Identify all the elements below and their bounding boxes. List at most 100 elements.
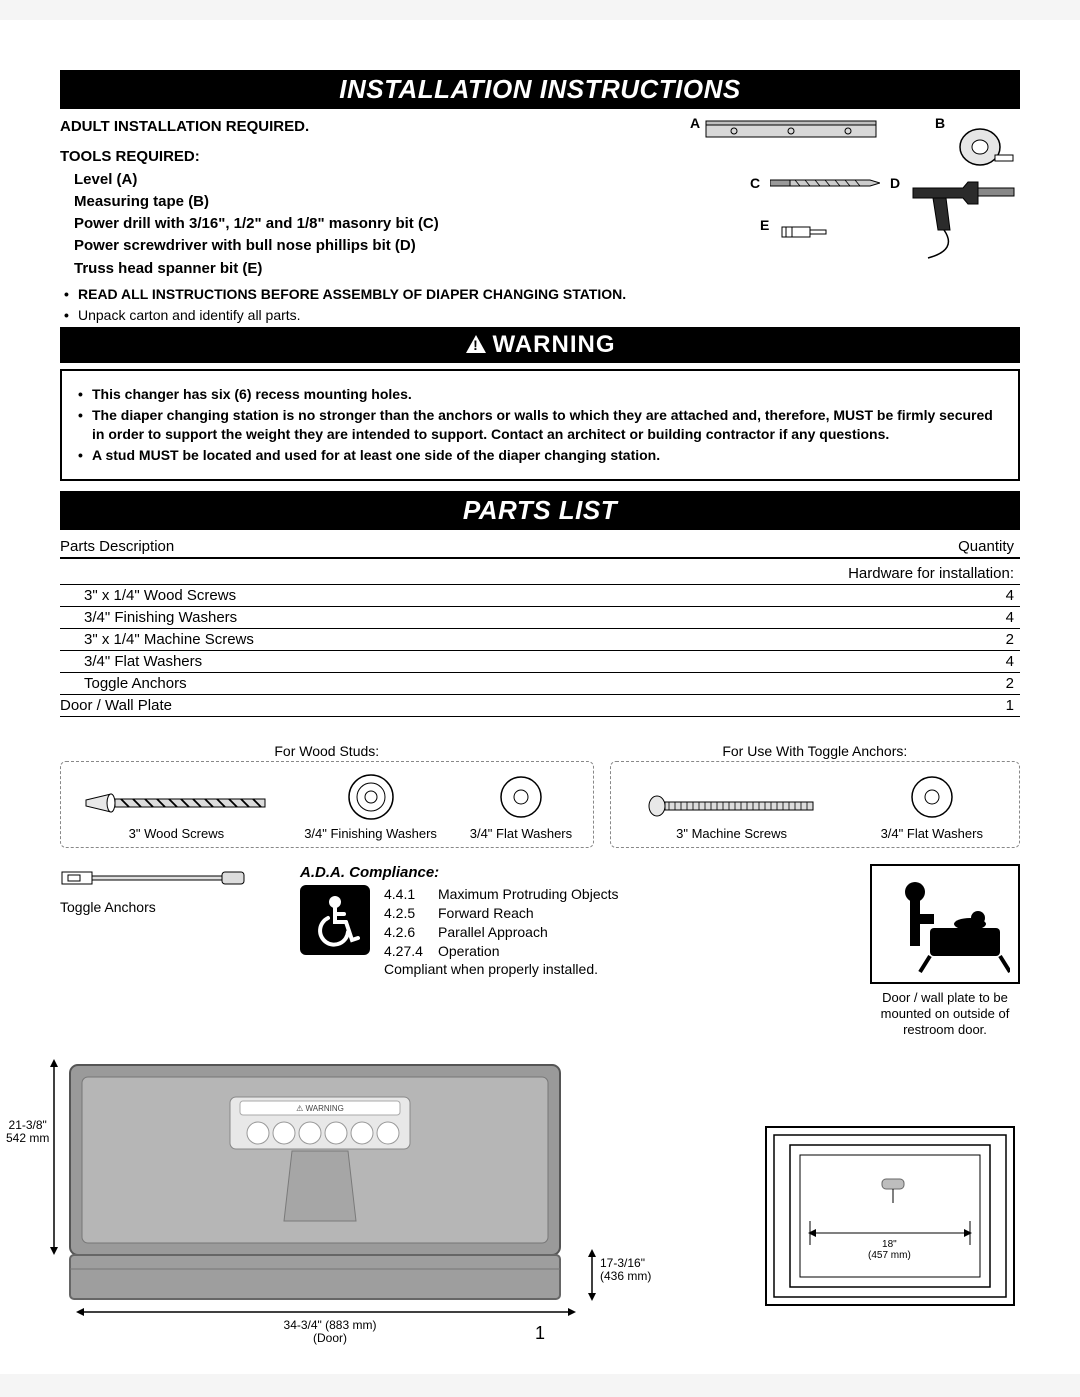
toggle-anchors-group: 3" Machine Screws 3/4" Flat Washers [610, 761, 1020, 848]
door-note: Door / wall plate to be mounted on outsi… [870, 990, 1020, 1039]
door-icon-box: Door / wall plate to be mounted on outsi… [870, 864, 1020, 1039]
changing-pictogram-frame [870, 864, 1020, 984]
part-desc: 3/4" Finishing Washers [60, 606, 788, 628]
ada-code-2: 4.2.5 [384, 904, 438, 923]
level-icon [704, 117, 884, 147]
hardware-header-row: Hardware for installation: [60, 558, 1020, 585]
pre-assembly-list: READ ALL INSTRUCTIONS BEFORE ASSEMBLY OF… [60, 285, 670, 324]
dim-arrow-width-icon [64, 1305, 584, 1319]
part-desc: 3/4" Flat Washers [60, 650, 788, 672]
col-quantity: Quantity [788, 536, 1020, 558]
wood-screw-icon [81, 786, 271, 822]
tool-a: Level (A) [60, 170, 670, 190]
flat-washer-label: 3/4" Flat Washers [470, 826, 572, 841]
wall-plate-illustration [760, 1121, 1020, 1311]
dim-height: 21-3/8" 542 mm [6, 1119, 49, 1145]
wood-studs-title: For Wood Studs: [60, 743, 594, 759]
warning-list: This changer has six (6) recess mounting… [74, 385, 1006, 464]
tool-b: Measuring tape (B) [60, 192, 670, 212]
tool-illustrations: A B C D [690, 115, 1020, 295]
tool-label-b: B [935, 115, 945, 131]
flat-washer-item: 3/4" Flat Washers [470, 772, 572, 841]
dim-arrow-depth-icon [584, 1247, 600, 1303]
part-qty: 2 [788, 672, 1020, 694]
part-qty: 4 [788, 584, 1020, 606]
page-number: 1 [60, 1323, 1020, 1344]
part-desc: Door / Wall Plate [60, 694, 788, 716]
tool-label-e: E [760, 217, 769, 233]
tool-label-d: D [890, 175, 900, 191]
middle-row: Toggle Anchors A.D.A. Compliance: [60, 864, 1020, 1039]
part-qty: 1 [788, 694, 1020, 716]
installation-banner: INSTALLATION INSTRUCTIONS [60, 70, 1020, 109]
toggle-anchors-title: For Use With Toggle Anchors: [610, 743, 1020, 759]
part-qty: 4 [788, 606, 1020, 628]
tool-c: Power drill with 3/16", 1/2" and 1/8" ma… [60, 214, 670, 234]
table-header: Parts Description Quantity [60, 536, 1020, 558]
table-row: Toggle Anchors2 [60, 672, 1020, 694]
wood-screw-item: 3" Wood Screws [81, 786, 271, 841]
wheelchair-icon [300, 885, 370, 955]
ada-text: 4.4.1Maximum Protruding Objects 4.2.5For… [384, 885, 619, 979]
parts-table: Parts Description Quantity Hardware for … [60, 536, 1020, 717]
diagrams-row: 21-3/8" 542 mm ⚠ WARNING [60, 1061, 1020, 1315]
parts-list-banner: PARTS LIST [60, 491, 1020, 530]
machine-screw-label: 3" Machine Screws [676, 826, 787, 841]
warning-box: This changer has six (6) recess mounting… [60, 369, 1020, 481]
finishing-washer-icon [343, 772, 399, 822]
part-qty: 4 [788, 650, 1020, 672]
table-row: 3/4" Finishing Washers4 [60, 606, 1020, 628]
spanner-bit-icon [780, 223, 830, 241]
ada-text-4: Operation [438, 943, 499, 959]
finishing-washer-label: 3/4" Finishing Washers [304, 826, 437, 841]
svg-text:⚠ WARNING: ⚠ WARNING [296, 1104, 344, 1113]
ada-text-3: Parallel Approach [438, 924, 548, 940]
part-desc: 3" x 1/4" Machine Screws [60, 628, 788, 650]
instructions-text: ADULT INSTALLATION REQUIRED. TOOLS REQUI… [60, 115, 670, 327]
warning-label: WARNING [493, 331, 616, 358]
hardware-header: Hardware for installation: [60, 558, 1020, 585]
dim-arrow-vertical-icon [46, 1057, 62, 1257]
ada-code-4: 4.27.4 [384, 942, 438, 961]
part-qty: 2 [788, 628, 1020, 650]
warning-item-2: The diaper changing station is no strong… [92, 406, 1006, 442]
tool-label-a: A [690, 115, 700, 131]
toggle-anchor-item: Toggle Anchors [60, 864, 260, 915]
table-row: 3" x 1/4" Wood Screws4 [60, 584, 1020, 606]
flat-washer-label-2: 3/4" Flat Washers [881, 826, 983, 841]
drill-bit-icon [770, 177, 880, 189]
ada-compliant-note: Compliant when properly installed. [384, 960, 619, 979]
read-all-note: READ ALL INSTRUCTIONS BEFORE ASSEMBLY OF… [78, 285, 670, 303]
warning-item-3: A stud MUST be located and used for at l… [92, 446, 1006, 464]
ada-block: A.D.A. Compliance: 4.4.1Maximum Protrudi… [300, 864, 830, 979]
tools-required-heading: TOOLS REQUIRED: [60, 147, 670, 167]
dim-width: 34-3/4" (883 mm) (Door) [240, 1319, 420, 1345]
power-drill-icon [908, 170, 1018, 260]
tool-e: Truss head spanner bit (E) [60, 259, 670, 279]
part-desc: Toggle Anchors [60, 672, 788, 694]
svg-text:!: ! [473, 337, 479, 353]
wall-plate-diagram: 18" (457 mm) [760, 1121, 1020, 1315]
table-row: 3/4" Flat Washers4 [60, 650, 1020, 672]
tool-d: Power screwdriver with bull nose phillip… [60, 236, 670, 256]
toggle-anchor-icon [60, 864, 250, 892]
flat-washer-icon [496, 772, 546, 822]
dim-depth: 17-3/16" (436 mm) [600, 1257, 651, 1283]
changing-station-illustration: ⚠ WARNING [60, 1061, 580, 1311]
machine-screw-icon [647, 790, 817, 822]
warning-item-1: This changer has six (6) recess mounting… [92, 385, 1006, 403]
ada-title: A.D.A. Compliance: [300, 864, 830, 881]
ada-text-2: Forward Reach [438, 905, 534, 921]
unpack-note: Unpack carton and identify all parts. [78, 306, 670, 324]
instructions-row: ADULT INSTALLATION REQUIRED. TOOLS REQUI… [60, 115, 1020, 327]
wood-studs-group: 3" Wood Screws 3/4" Finishing Washers [60, 761, 594, 848]
changing-pictogram-icon [880, 874, 1010, 974]
adult-required: ADULT INSTALLATION REQUIRED. [60, 117, 670, 137]
station-diagram: 21-3/8" 542 mm ⚠ WARNING [60, 1061, 620, 1315]
ada-code-3: 4.2.6 [384, 923, 438, 942]
ada-code-1: 4.4.1 [384, 885, 438, 904]
machine-screw-item: 3" Machine Screws [647, 790, 817, 841]
page: INSTALLATION INSTRUCTIONS ADULT INSTALLA… [0, 20, 1080, 1374]
col-description: Parts Description [60, 536, 788, 558]
finishing-washer-item: 3/4" Finishing Washers [304, 772, 437, 841]
